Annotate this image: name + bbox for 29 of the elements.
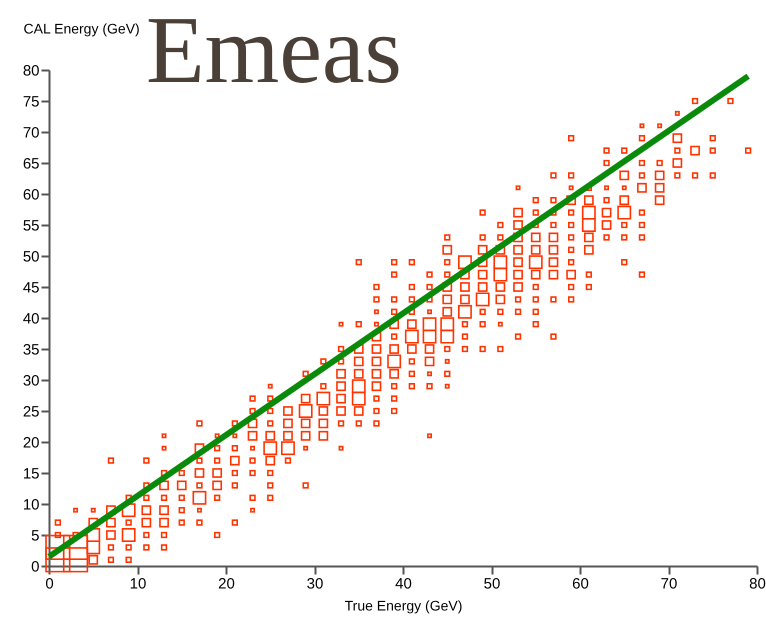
x-tick-label: 80 — [749, 576, 766, 592]
x-tick-label: 40 — [395, 576, 412, 592]
y-tick-label: 5 — [31, 528, 40, 544]
x-tick-label: 0 — [45, 576, 54, 592]
y-tick-label: 60 — [22, 186, 40, 204]
x-tick-label: 60 — [572, 576, 589, 592]
x-tick-label: 20 — [218, 576, 235, 592]
x-tick-label: 10 — [130, 576, 146, 592]
y-tick-label: 35 — [22, 342, 40, 358]
y-tick-label: 25 — [22, 404, 40, 420]
y-tick-label: 80 — [22, 62, 40, 80]
x-axis-title: True Energy (GeV) — [344, 598, 462, 614]
y-axis-title: CAL Energy (GeV) — [24, 20, 140, 36]
y-tick-label: 0 — [31, 558, 40, 576]
y-tick-label: 65 — [22, 156, 40, 172]
y-tick-label: 55 — [22, 218, 40, 234]
x-tick-label: 30 — [306, 576, 324, 592]
chart-title: Emeas — [146, 0, 402, 103]
y-tick-label: 75 — [22, 94, 40, 110]
y-tick-label: 10 — [22, 496, 40, 514]
y-tick-label: 70 — [22, 124, 40, 142]
y-tick-label: 50 — [22, 248, 40, 266]
x-tick-label: 50 — [484, 576, 500, 592]
y-tick-label: 20 — [22, 434, 40, 452]
y-tick-label: 30 — [22, 372, 40, 390]
y-tick-label: 40 — [22, 310, 40, 328]
x-tick-label: 70 — [660, 576, 678, 592]
y-tick-label: 15 — [22, 466, 40, 482]
y-tick-label: 45 — [22, 280, 40, 296]
